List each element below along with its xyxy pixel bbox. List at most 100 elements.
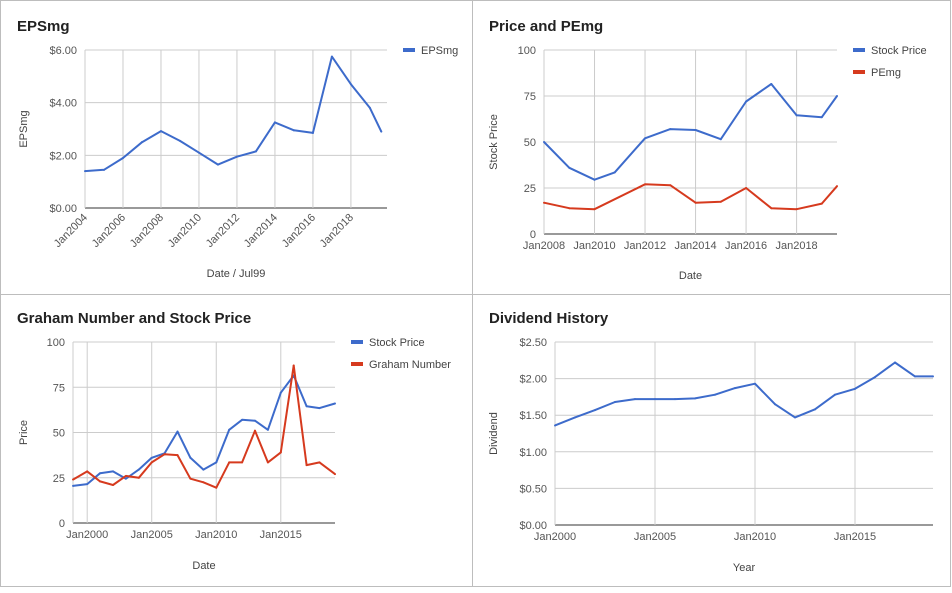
y-tick-label: 75	[524, 91, 536, 103]
data-point	[644, 137, 647, 140]
data-point	[318, 407, 321, 410]
data-point	[714, 393, 716, 396]
data-point	[266, 428, 269, 431]
y-axis-label: EPSmg	[18, 110, 30, 147]
data-point	[644, 183, 647, 186]
data-point	[694, 397, 696, 400]
data-point	[99, 472, 102, 475]
data-point	[694, 201, 697, 204]
x-tick-label: Jan2008	[128, 212, 166, 250]
y-tick-label: $0.00	[49, 203, 77, 215]
chart-panel-epsmg: EPSmg $0.00 $2.00 $4.00 $6.00 Jan2004 Jan2006 J…	[0, 0, 473, 295]
data-point	[932, 375, 934, 378]
chart-svg: Graham Number and Stock Price 0 25 50 75 100 J…	[17, 310, 451, 572]
y-tick-label: $1.00	[519, 447, 547, 459]
data-point	[745, 100, 748, 103]
data-point	[99, 480, 102, 483]
data-point	[176, 454, 179, 457]
data-point	[216, 163, 219, 166]
x-tick-label: Jan2016	[725, 240, 767, 252]
data-point	[176, 430, 179, 433]
data-point	[874, 376, 876, 379]
x-tick-label: Jan2010	[166, 212, 204, 250]
data-point	[189, 456, 192, 459]
y-tick-label: $2.00	[49, 150, 77, 162]
data-point	[568, 166, 571, 169]
data-point	[215, 461, 218, 464]
chart-svg: Price and PEmg 0 25 50 75 100 Jan2008 Jan2010 Ja…	[488, 18, 927, 282]
data-point	[754, 382, 756, 385]
x-axis-label: Date	[679, 270, 702, 282]
x-tick-label: Jan2018	[318, 212, 356, 250]
data-point	[112, 483, 115, 486]
y-tick-label: $2.00	[519, 374, 547, 386]
data-point	[669, 128, 672, 131]
legend-label: PEmg	[871, 67, 901, 79]
y-tick-label: 100	[518, 45, 536, 57]
data-point	[121, 156, 124, 159]
y-tick-label: 50	[53, 428, 65, 440]
data-point	[543, 141, 545, 143]
legend-label: Graham Number	[369, 359, 451, 371]
x-tick-label: Jan2000	[534, 531, 576, 543]
legend-swatch	[403, 48, 415, 52]
data-point	[292, 364, 295, 367]
y-tick-label: 0	[59, 518, 65, 530]
data-point	[137, 468, 140, 471]
data-point	[814, 408, 816, 411]
data-point	[124, 474, 127, 477]
data-point	[836, 95, 838, 97]
x-axis-label: Date	[192, 560, 215, 572]
y-tick-label: $4.00	[49, 98, 77, 110]
data-point	[197, 151, 200, 154]
data-point	[311, 131, 314, 134]
x-tick-label: Jan2015	[260, 529, 302, 541]
x-tick-label: Jan2012	[624, 240, 666, 252]
y-tick-label: 25	[53, 473, 65, 485]
chart-panel-graham-number: Graham Number and Stock Price 0 25 50 75 100 J…	[0, 294, 473, 587]
data-point	[140, 141, 143, 144]
x-tick-label: Jan2005	[131, 529, 173, 541]
y-tick-label: 50	[524, 137, 536, 149]
legend-swatch	[853, 48, 865, 52]
data-point	[228, 461, 231, 464]
data-point	[594, 409, 596, 412]
data-point	[770, 83, 773, 86]
chart-panel-price-and-pemg: Price and PEmg 0 25 50 75 100 Jan2008 Jan2010 Ja…	[472, 0, 951, 295]
data-point	[795, 208, 798, 211]
x-tick-label: Jan2005	[634, 531, 676, 543]
data-point	[593, 178, 596, 181]
data-point	[266, 461, 269, 464]
data-point	[305, 464, 308, 467]
data-point	[124, 477, 127, 480]
y-tick-label: 25	[524, 183, 536, 195]
series-line	[84, 55, 383, 173]
data-point	[253, 419, 256, 422]
data-point	[189, 477, 192, 480]
data-point	[86, 483, 89, 486]
data-point	[334, 473, 336, 476]
data-point	[241, 418, 244, 421]
data-point	[719, 138, 722, 141]
data-point	[795, 114, 798, 117]
series-line	[554, 361, 933, 427]
data-point	[102, 168, 105, 171]
y-tick-label: $0.00	[519, 520, 547, 532]
x-tick-label: Jan2004	[52, 212, 90, 250]
x-tick-label: Jan2010	[195, 529, 237, 541]
data-point	[254, 150, 257, 153]
data-point	[159, 130, 162, 133]
legend-label: Stock Price	[871, 45, 927, 57]
data-point	[914, 375, 916, 378]
legend-swatch	[351, 362, 363, 366]
data-point	[253, 429, 256, 432]
x-tick-label: Jan2015	[834, 531, 876, 543]
data-point	[614, 401, 616, 404]
data-point	[734, 387, 736, 390]
data-point	[669, 184, 672, 187]
data-point	[593, 208, 596, 211]
x-tick-label: Jan2010	[734, 531, 776, 543]
data-point	[794, 416, 796, 419]
data-point	[554, 424, 556, 427]
y-tick-label: $2.50	[519, 337, 547, 349]
